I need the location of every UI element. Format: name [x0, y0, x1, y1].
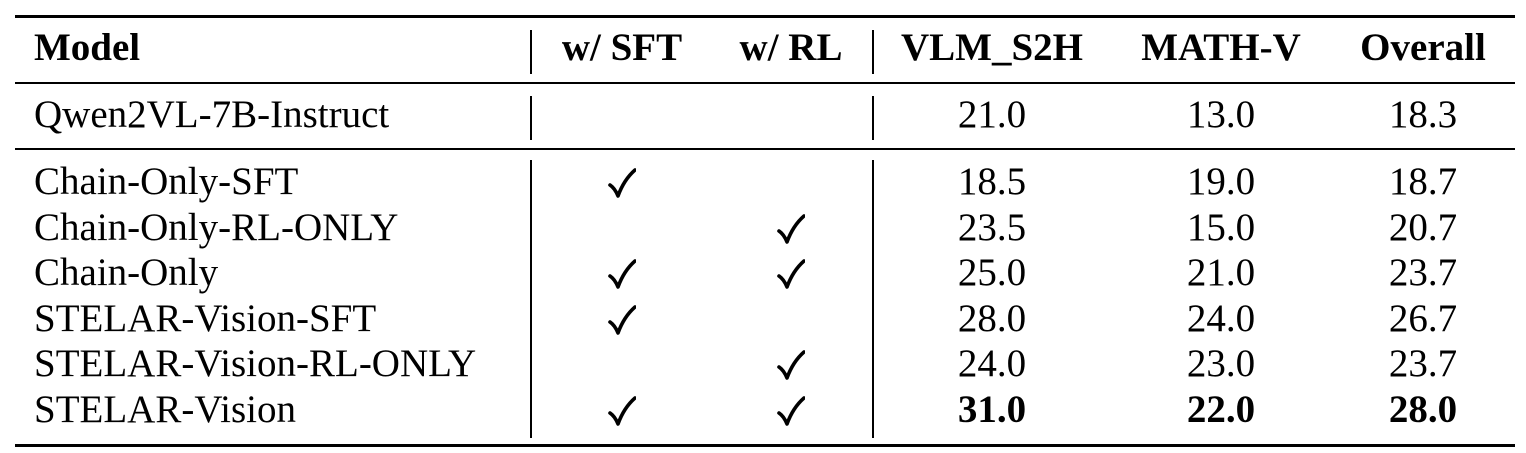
- separator-after-model-header: [530, 30, 532, 74]
- row-vlm-s2h: 23.5: [957, 205, 1027, 249]
- row-vlm-s2h: 28.0: [957, 296, 1027, 340]
- row-overall: 23.7: [1388, 251, 1458, 295]
- row-math-v: 15.0: [1186, 205, 1256, 249]
- header-model: Model: [34, 26, 141, 69]
- baseline-rule: [15, 148, 1515, 150]
- sft-check-icon: [608, 396, 637, 426]
- row-math-v: 19.0: [1186, 160, 1256, 203]
- baseline-overall: 18.3: [1388, 93, 1458, 136]
- row-math-v: 21.0: [1186, 251, 1256, 295]
- rl-check-icon: [777, 350, 806, 381]
- bottom-rule: [15, 444, 1515, 447]
- rl-check-icon: [777, 396, 806, 426]
- row-vlm-s2h: 31.0: [957, 388, 1027, 431]
- row-vlm-s2h: 25.0: [957, 251, 1027, 295]
- row-overall: 20.7: [1388, 205, 1458, 249]
- sft-check-icon: [608, 168, 637, 198]
- baseline-model: Qwen2VL-7B-Instruct: [34, 93, 390, 136]
- separator-after-rl-body: [872, 160, 874, 438]
- separator-after-rl-baseline: [872, 96, 874, 140]
- separator-after-model-baseline: [530, 96, 532, 140]
- row-model-name: STELAR-Vision: [34, 388, 296, 431]
- row-model-name: STELAR-Vision-SFT: [34, 296, 377, 340]
- row-overall: 28.0: [1388, 388, 1458, 431]
- row-math-v: 23.0: [1186, 342, 1256, 386]
- header-sft: w/ SFT: [561, 26, 683, 69]
- header-overall: Overall: [1360, 26, 1486, 69]
- sft-check-icon: [608, 259, 637, 289]
- row-vlm-s2h: 18.5: [957, 160, 1027, 203]
- row-overall: 26.7: [1388, 296, 1458, 340]
- sft-check-icon: [608, 304, 637, 335]
- row-overall: 18.7: [1388, 160, 1458, 203]
- row-overall: 23.7: [1388, 342, 1458, 386]
- header-vlm-s2h: VLM_S2H: [900, 26, 1084, 69]
- header-rl: w/ RL: [739, 26, 843, 69]
- row-model-name: Chain-Only-RL-ONLY: [34, 205, 399, 249]
- separator-after-model-body: [530, 160, 532, 438]
- rl-check-icon: [777, 213, 806, 244]
- row-math-v: 24.0: [1186, 296, 1256, 340]
- row-model-name: STELAR-Vision-RL-ONLY: [34, 342, 477, 386]
- row-math-v: 22.0: [1186, 388, 1256, 431]
- top-rule: [15, 15, 1515, 18]
- separator-after-rl-header: [872, 30, 874, 74]
- rl-check-icon: [777, 259, 806, 289]
- baseline-vlm-s2h: 21.0: [957, 93, 1027, 136]
- row-model-name: Chain-Only: [34, 251, 219, 295]
- row-model-name: Chain-Only-SFT: [34, 160, 299, 203]
- header-math-v: MATH-V: [1141, 26, 1301, 69]
- baseline-math-v: 13.0: [1186, 93, 1256, 136]
- row-vlm-s2h: 24.0: [957, 342, 1027, 386]
- header-rule: [15, 82, 1515, 84]
